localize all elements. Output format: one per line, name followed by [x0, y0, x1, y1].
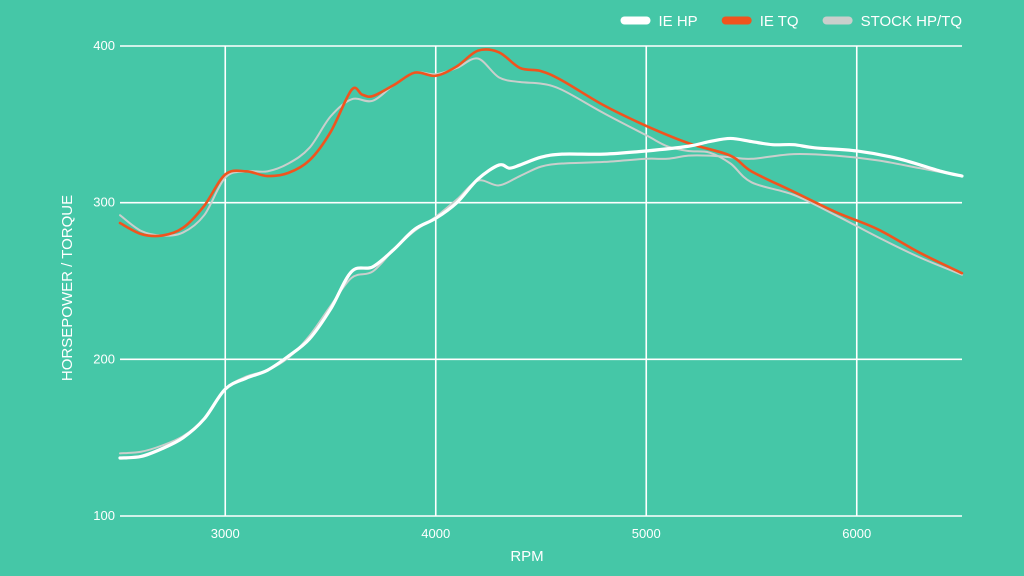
- y-tick-label: 400: [93, 38, 115, 53]
- series-line-ie-tq-2: [118, 48, 964, 275]
- y-tick-label: 100: [93, 508, 115, 523]
- legend-item: STOCK HP/TQ: [822, 13, 962, 30]
- y-tick-label: 200: [93, 351, 115, 366]
- legend-item: IE TQ: [721, 13, 799, 30]
- y-tick-label: 300: [93, 195, 115, 210]
- legend-label: IE HP: [659, 13, 698, 30]
- legend: IE HP IE TQ STOCK HP/TQ: [620, 13, 962, 30]
- y-axis-title: HORSEPOWER / TORQUE: [59, 195, 76, 381]
- x-tick-label: 5000: [632, 526, 661, 541]
- legend-label: STOCK HP/TQ: [861, 13, 962, 30]
- series-line-stock-0: [119, 57, 963, 276]
- x-tick-label: 6000: [842, 526, 871, 541]
- x-tick-label: 3000: [211, 526, 240, 541]
- x-tick-label: 4000: [421, 526, 450, 541]
- legend-label: IE TQ: [760, 13, 799, 30]
- gridlines: [120, 45, 962, 517]
- series-lines: [118, 48, 964, 460]
- series-line-ie-hp-3: [118, 136, 964, 460]
- x-axis-title: RPM: [510, 548, 543, 565]
- legend-item: IE HP: [620, 13, 698, 30]
- tick-labels: 100 200 300 400 3000 4000 5000 6000: [93, 38, 871, 541]
